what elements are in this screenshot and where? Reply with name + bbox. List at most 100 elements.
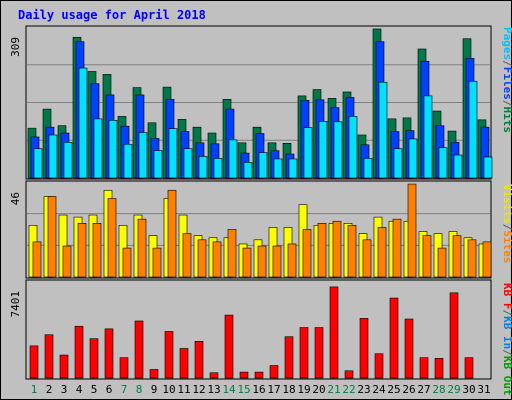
bar-pages xyxy=(408,138,418,179)
bar-pages xyxy=(288,158,298,179)
bar-kb-f xyxy=(314,327,324,379)
bar-pages xyxy=(153,150,163,179)
legend-sites: Sites xyxy=(501,230,512,263)
bar-pages xyxy=(108,120,118,179)
bar-pages xyxy=(348,116,358,179)
bar-kb-f xyxy=(59,354,69,379)
bar-sites xyxy=(92,223,102,278)
bar-sites xyxy=(377,227,387,278)
bar-kb-f xyxy=(134,320,144,379)
bar-sites xyxy=(182,233,192,278)
bar-sites xyxy=(467,239,477,278)
legend-sep: / xyxy=(501,100,512,107)
bar-pages xyxy=(123,143,133,179)
x-tick-label: 13 xyxy=(207,383,220,396)
x-tick-label: 6 xyxy=(106,383,113,396)
x-tick-label: 9 xyxy=(151,383,158,396)
bar-sites xyxy=(242,247,252,278)
x-tick-label: 4 xyxy=(76,383,83,396)
legend-sep: / xyxy=(501,60,512,67)
panel-kb: 7401 KB F/KB In/KB Out xyxy=(9,279,512,396)
x-tick-label: 5 xyxy=(91,383,98,396)
x-tick-label: 10 xyxy=(162,383,175,396)
bar-sites xyxy=(62,245,72,278)
bar-pages xyxy=(63,142,73,179)
bar-pages xyxy=(168,128,178,179)
x-tick-label: 14 xyxy=(222,383,236,396)
bar-kb-f xyxy=(119,357,129,379)
x-tick-label: 29 xyxy=(447,383,460,396)
x-tick-label: 20 xyxy=(312,383,325,396)
legend-sep: / xyxy=(501,224,512,231)
bar-kb-f xyxy=(269,365,279,379)
bar-pages xyxy=(363,158,373,179)
bar-pages xyxy=(93,118,103,179)
panel-3-ymax-label: 7401 xyxy=(9,291,22,318)
bar-sites xyxy=(212,241,222,278)
bar-kb-f xyxy=(194,341,204,379)
bar-sites xyxy=(287,243,297,278)
bar-kb-f xyxy=(389,297,399,379)
x-tick-label: 28 xyxy=(432,383,445,396)
x-tick-label: 12 xyxy=(192,383,205,396)
bar-sites xyxy=(422,235,432,278)
bar-kb-f xyxy=(74,325,84,379)
bar-kb-f xyxy=(329,286,339,379)
bar-sites xyxy=(407,183,417,278)
bar-pages xyxy=(453,154,463,179)
bar-kb-f xyxy=(254,371,264,379)
bar-pages xyxy=(468,80,478,179)
bar-sites xyxy=(227,229,237,278)
bar-sites xyxy=(137,218,147,278)
bar-sites xyxy=(452,235,462,278)
bar-sites xyxy=(197,239,207,278)
x-tick-label: 27 xyxy=(417,383,430,396)
x-tick-label: 16 xyxy=(252,383,265,396)
bar-sites xyxy=(32,241,42,278)
bar-pages xyxy=(423,95,433,179)
bar-sites xyxy=(302,229,312,278)
bar-sites xyxy=(167,189,177,278)
bar-kb-f xyxy=(29,345,39,379)
bar-kb-f xyxy=(209,372,219,379)
legend-files: Files xyxy=(501,67,512,100)
bar-pages xyxy=(318,121,328,179)
legend-kb-out: KB Out xyxy=(501,356,512,396)
bar-kb-f xyxy=(104,328,114,379)
bar-kb-f xyxy=(299,327,309,379)
bar-pages xyxy=(33,148,43,179)
panel-pages-files-hits: 309 Pages/Files/Hits xyxy=(9,25,512,180)
x-tick-label: 23 xyxy=(357,383,370,396)
bar-kb-f xyxy=(449,292,459,379)
panel-visits-sites: 46 Visits/Sites xyxy=(9,180,512,279)
legend-kb-in: KB In xyxy=(501,316,512,349)
bar-sites xyxy=(362,239,372,278)
x-tick-label: 15 xyxy=(237,383,250,396)
bar-pages xyxy=(258,152,268,179)
x-tick-label: 26 xyxy=(402,383,415,396)
bar-sites xyxy=(257,245,267,278)
bar-kb-f xyxy=(434,358,444,379)
bar-pages xyxy=(228,139,238,179)
panel-3-bars xyxy=(29,286,474,379)
panel-1-bars xyxy=(27,28,493,179)
chart-title: Daily usage for April 2018 xyxy=(18,8,206,22)
x-tick-label: 2 xyxy=(46,383,53,396)
x-tick-label: 31 xyxy=(477,383,490,396)
bar-pages xyxy=(213,158,223,179)
bar-kb-f xyxy=(224,314,234,379)
legend-hits: Hits xyxy=(501,107,512,134)
panel-2-legend: Visits/Sites xyxy=(501,184,512,264)
x-tick-label: 7 xyxy=(121,383,128,396)
bar-sites xyxy=(437,247,447,278)
x-tick-label: 1 xyxy=(31,383,38,396)
x-tick-label: 11 xyxy=(177,383,190,396)
bar-kb-f xyxy=(359,318,369,379)
x-tick-label: 21 xyxy=(327,383,340,396)
bar-sites xyxy=(77,223,87,278)
x-tick-label: 8 xyxy=(136,383,143,396)
bar-kb-f xyxy=(344,370,354,379)
bar-pages xyxy=(483,156,493,179)
bar-pages xyxy=(273,158,283,179)
